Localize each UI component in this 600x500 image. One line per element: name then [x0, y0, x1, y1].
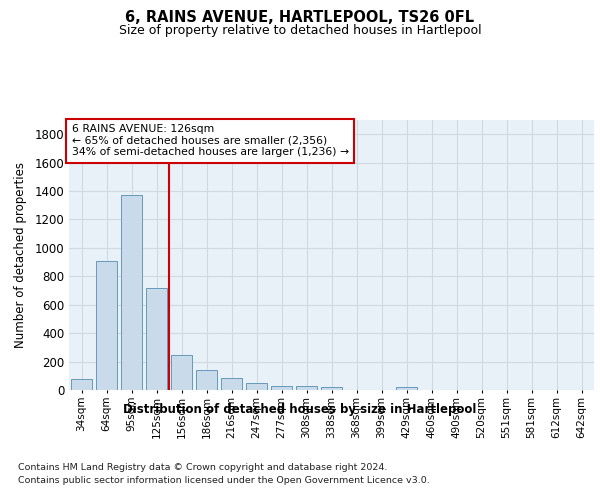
Y-axis label: Number of detached properties: Number of detached properties — [14, 162, 28, 348]
Bar — [121, 196, 142, 390]
Bar — [146, 288, 167, 390]
Bar — [296, 386, 317, 390]
Bar — [246, 383, 267, 390]
Bar — [396, 387, 417, 390]
Bar — [221, 378, 242, 390]
Text: 6, RAINS AVENUE, HARTLEPOOL, TS26 0FL: 6, RAINS AVENUE, HARTLEPOOL, TS26 0FL — [125, 10, 475, 25]
Bar — [71, 378, 92, 390]
Text: 6 RAINS AVENUE: 126sqm
← 65% of detached houses are smaller (2,356)
34% of semi-: 6 RAINS AVENUE: 126sqm ← 65% of detached… — [71, 124, 349, 157]
Bar — [96, 260, 117, 390]
Text: Contains public sector information licensed under the Open Government Licence v3: Contains public sector information licen… — [18, 476, 430, 485]
Bar — [171, 355, 192, 390]
Text: Size of property relative to detached houses in Hartlepool: Size of property relative to detached ho… — [119, 24, 481, 37]
Bar — [196, 370, 217, 390]
Text: Contains HM Land Registry data © Crown copyright and database right 2024.: Contains HM Land Registry data © Crown c… — [18, 462, 388, 471]
Bar — [271, 386, 292, 390]
Bar — [321, 387, 342, 390]
Text: Distribution of detached houses by size in Hartlepool: Distribution of detached houses by size … — [124, 402, 476, 415]
